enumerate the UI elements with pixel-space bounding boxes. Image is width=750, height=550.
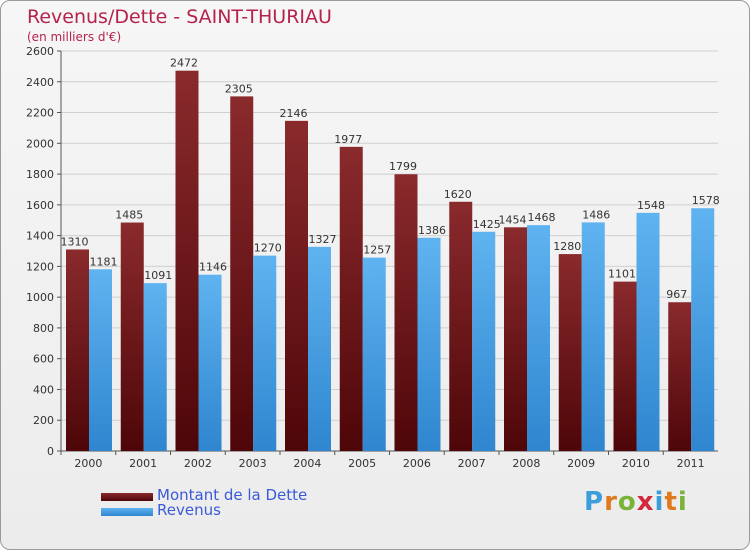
y-tick-label: 600 — [33, 353, 54, 366]
bar-dette — [230, 96, 254, 451]
bar-dette — [449, 201, 473, 451]
logo-letter: o — [617, 487, 637, 517]
legend-swatch-revenus — [101, 508, 153, 516]
bar-dette — [394, 174, 418, 451]
data-label-revenus: 1578 — [692, 194, 720, 207]
bar-revenus — [308, 246, 331, 451]
bar-revenus — [253, 255, 277, 451]
legend-label-revenus: Revenus — [157, 501, 221, 519]
data-label-revenus: 1425 — [473, 218, 501, 231]
data-label-dette: 1620 — [444, 188, 472, 201]
y-tick-label: 200 — [33, 414, 54, 427]
bar-dette — [558, 254, 582, 451]
logo-letter: t — [664, 487, 678, 517]
bar-dette — [285, 120, 308, 451]
logo-letter: i — [677, 487, 688, 517]
bar-dette — [175, 70, 199, 451]
x-tick-label: 2002 — [184, 457, 212, 470]
x-tick-label: 2001 — [129, 457, 157, 470]
bar-revenus — [472, 231, 496, 451]
x-tick-label: 2011 — [677, 457, 705, 470]
data-label-dette: 1799 — [389, 160, 417, 173]
axes: 0 200 400 600 800 1000 1200 1400 1600 1800 2000 220… — [26, 45, 718, 470]
data-label-dette: 2305 — [225, 82, 253, 95]
x-tick-label: 2007 — [458, 457, 486, 470]
bars — [66, 70, 715, 451]
bar-revenus — [581, 222, 605, 451]
bar-revenus — [527, 225, 550, 451]
data-label-dette: 1101 — [608, 268, 636, 281]
bar-revenus — [691, 208, 715, 451]
data-label-revenus: 1257 — [363, 244, 391, 257]
y-tick-label: 1400 — [26, 230, 54, 243]
bar-dette — [504, 227, 527, 451]
x-tick-label: 2000 — [74, 457, 102, 470]
bar-dette — [66, 249, 89, 451]
data-label-revenus: 1181 — [90, 255, 118, 268]
logo-letter: i — [654, 487, 665, 517]
y-tick-label: 1800 — [26, 168, 54, 181]
y-tick-label: 1200 — [26, 260, 54, 273]
chart-title: Revenus/Dette - SAINT-THURIAU — [27, 6, 332, 28]
data-label-dette: 967 — [666, 288, 687, 301]
bar-dette — [668, 302, 692, 451]
bar-revenus — [89, 269, 112, 451]
y-tick-label: 2000 — [26, 137, 54, 150]
bar-revenus — [198, 274, 222, 451]
y-tick-label: 2200 — [26, 107, 54, 120]
data-label-revenus: 1327 — [309, 233, 337, 246]
bar-dette — [120, 222, 144, 451]
data-label-dette: 1280 — [553, 240, 581, 253]
x-tick-label: 2004 — [293, 457, 321, 470]
data-label-revenus: 1548 — [637, 199, 665, 212]
x-tick-label: 2010 — [622, 457, 650, 470]
logo-letter: P — [584, 487, 605, 517]
data-label-dette: 2472 — [170, 57, 198, 70]
x-tick-label: 2008 — [512, 457, 540, 470]
legend-label-dette: Montant de la Dette — [157, 486, 308, 504]
bar-revenus — [417, 237, 441, 451]
data-label-revenus: 1146 — [199, 261, 227, 274]
y-tick-label: 400 — [33, 383, 54, 396]
bar-dette — [339, 146, 363, 451]
data-label-revenus: 1386 — [418, 224, 446, 237]
data-label-dette: 1485 — [115, 209, 143, 222]
logo-letter: x — [636, 487, 655, 517]
x-tick-label: 2003 — [239, 457, 267, 470]
proxiti-logo: Proxiti — [584, 487, 688, 517]
x-tick-label: 2005 — [348, 457, 376, 470]
x-tick-label: 2006 — [403, 457, 431, 470]
y-tick-label: 1000 — [26, 291, 54, 304]
x-tick-label: 2009 — [567, 457, 595, 470]
y-tick-label: 1600 — [26, 199, 54, 212]
bar-revenus — [636, 212, 660, 451]
y-tick-label: 2600 — [26, 45, 54, 58]
y-tick-label: 0 — [47, 445, 54, 458]
bar-dette — [613, 281, 637, 451]
legend-swatch-dette — [101, 493, 153, 501]
chart-subtitle: (en milliers d'€) — [27, 30, 122, 44]
data-label-dette: 1454 — [499, 213, 527, 226]
bar-revenus — [362, 257, 386, 451]
logo-letter: r — [604, 487, 618, 517]
data-label-revenus: 1270 — [254, 242, 282, 255]
data-label-revenus: 1468 — [528, 211, 556, 224]
grid-lines — [61, 50, 718, 452]
data-label-dette: 1977 — [334, 133, 362, 146]
data-label-revenus: 1091 — [144, 269, 172, 282]
y-tick-label: 800 — [33, 322, 54, 335]
data-label-dette: 1310 — [61, 235, 89, 248]
bar-revenus — [143, 283, 167, 451]
y-tick-label: 2400 — [26, 76, 54, 89]
data-label-revenus: 1486 — [582, 208, 610, 221]
data-label-dette: 2146 — [280, 107, 308, 120]
